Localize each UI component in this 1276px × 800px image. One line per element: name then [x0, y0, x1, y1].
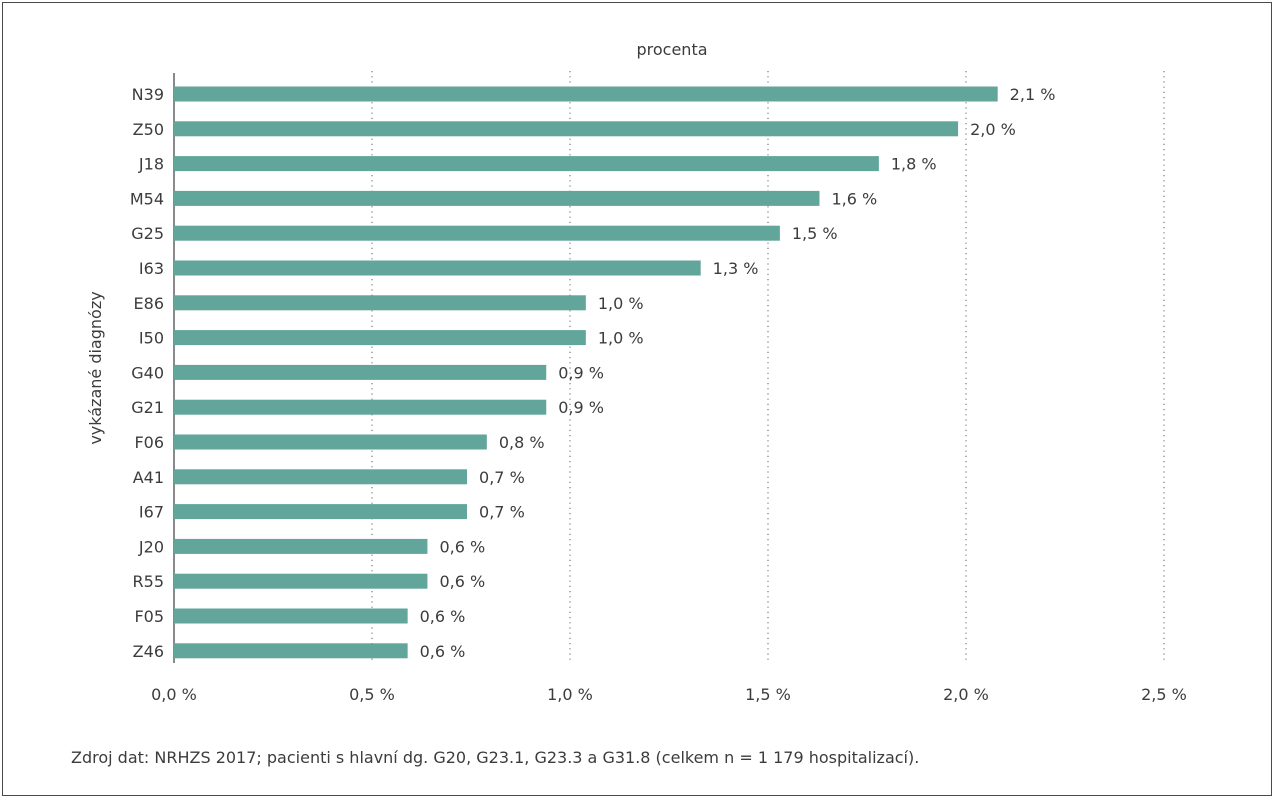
category-label: I63	[139, 259, 164, 278]
category-label: Z46	[133, 642, 164, 661]
bar	[174, 364, 547, 380]
bar	[174, 156, 879, 172]
value-label: 0,9 %	[558, 398, 604, 417]
bar	[174, 608, 408, 624]
ticks-layer: 0,0 % 0,5 % 1,0 % 1,5 % 2,0 % 2,5 %	[151, 685, 1187, 704]
bar-chart: procenta vykázané diagnózy N39 2,1 % Z50 2,…	[86, 40, 1187, 704]
x-tick-label: 1,5 %	[745, 685, 791, 704]
chart-title: procenta	[636, 40, 707, 59]
value-label: 0,6 %	[420, 607, 466, 626]
category-label: R55	[133, 572, 164, 591]
category-label: F05	[134, 607, 164, 626]
value-label: 1,5 %	[792, 224, 838, 243]
bar	[174, 573, 428, 589]
x-tick-label: 1,0 %	[547, 685, 593, 704]
value-label: 1,0 %	[598, 294, 644, 313]
category-label: I67	[139, 503, 164, 522]
category-label: G25	[131, 224, 164, 243]
category-label: J18	[138, 155, 164, 174]
category-label: Z50	[133, 120, 164, 139]
value-label: 2,1 %	[1010, 85, 1056, 104]
x-tick-label: 2,5 %	[1141, 685, 1187, 704]
source-note: Zdroj dat: NRHZS 2017; pacienti s hlavní…	[71, 748, 920, 767]
bar	[174, 121, 959, 137]
bar	[174, 260, 701, 276]
value-label: 0,9 %	[558, 363, 604, 382]
category-label: G21	[131, 398, 164, 417]
bar	[174, 86, 998, 102]
category-label: J20	[138, 537, 164, 556]
category-label: I50	[139, 329, 164, 348]
y-axis-label: vykázané diagnózy	[86, 291, 105, 444]
bar	[174, 504, 468, 520]
bar	[174, 434, 487, 450]
bar	[174, 538, 428, 554]
value-label: 0,6 %	[420, 642, 466, 661]
bar	[174, 330, 586, 346]
bar	[174, 190, 820, 206]
x-tick-label: 0,5 %	[349, 685, 395, 704]
bar	[174, 643, 408, 659]
value-label: 1,3 %	[713, 259, 759, 278]
category-label: N39	[132, 85, 164, 104]
x-tick-label: 0,0 %	[151, 685, 197, 704]
bar	[174, 225, 780, 241]
value-label: 0,7 %	[479, 503, 525, 522]
value-label: 1,8 %	[891, 155, 937, 174]
category-label: G40	[131, 363, 164, 382]
category-label: E86	[134, 294, 164, 313]
bar	[174, 295, 586, 311]
category-label: M54	[130, 189, 164, 208]
bar	[174, 399, 547, 415]
value-label: 0,6 %	[439, 572, 485, 591]
value-label: 1,0 %	[598, 329, 644, 348]
value-label: 0,8 %	[499, 433, 545, 452]
x-tick-label: 2,0 %	[943, 685, 989, 704]
category-label: A41	[133, 468, 164, 487]
value-label: 1,6 %	[831, 189, 877, 208]
value-label: 0,7 %	[479, 468, 525, 487]
category-label: F06	[134, 433, 164, 452]
value-label: 0,6 %	[439, 537, 485, 556]
bar	[174, 469, 468, 485]
bars-layer: N39 2,1 % Z50 2,0 % J18 1,8 % M54 1,6 % G25 1,5 %…	[130, 85, 1056, 661]
value-label: 2,0 %	[970, 120, 1016, 139]
